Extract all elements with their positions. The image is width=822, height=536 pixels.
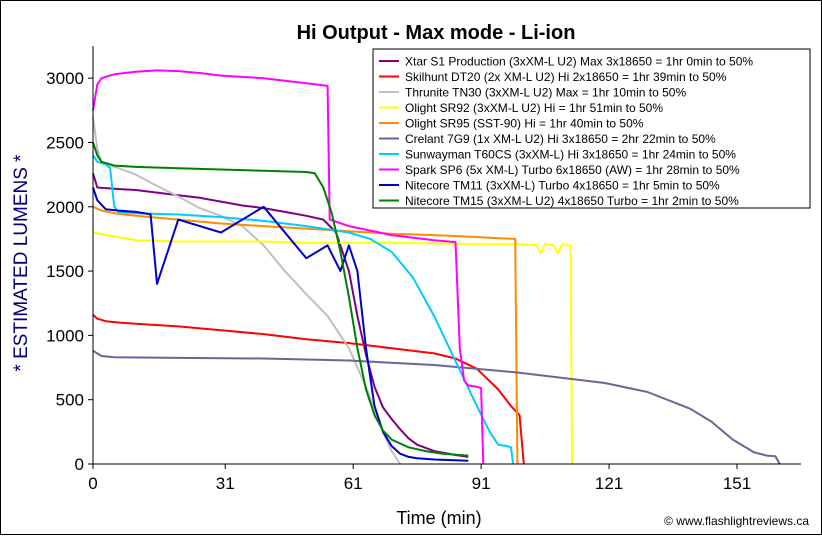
legend-label: Crelant 7G9 (1x XM-L U2) Hi 3x18650 = 2h… [405,132,716,146]
y-tick-label: 2500 [46,133,84,152]
y-tick-label: 0 [75,455,84,474]
legend-box [372,48,811,209]
series-line-10 [92,142,469,457]
x-tick-label: 61 [344,474,363,493]
series-line-5 [92,205,519,465]
legend-label: Sunwayman T60CS (3xXM-L) Hi 3x18650 = 1h… [405,148,736,162]
series-layer [92,69,781,465]
x-tick-label: 91 [472,474,491,493]
chart-title: Hi Output - Max mode - Li-ion [297,22,576,44]
x-tick-label: 31 [216,474,235,493]
legend-label: Thrunite TN30 (3xXM-L U2) Max = 1hr 10mi… [405,86,686,100]
credit-text: © www.flashlightreviews.ca [664,514,809,528]
legend-label: Olight SR95 (SST-90) Hi = 1hr 40min to 5… [405,117,644,131]
legend: Xtar S1 Production (3xXM-L U2) Max 3x186… [372,48,811,209]
legend-label: Nitecore TM15 (3xXM-L U2) 4x18650 Turbo … [405,194,739,208]
series-line-6 [92,349,781,465]
series-line-2 [92,314,525,465]
legend-label: Xtar S1 Production (3xXM-L U2) Max 3x186… [405,55,753,69]
legend-label: Spark SP6 (5x XM-L) Turbo 6x18650 (AW) =… [405,163,740,177]
series-line-8 [92,69,485,465]
y-tick-label: 3000 [46,69,84,88]
y-ticks: 0 500 1000 1500 2000 2500 3000 [46,69,93,474]
legend-label: Olight SR92 (3xXM-L U2) Hi = 1hr 51min t… [405,101,663,115]
x-axis-title: Time (min) [396,508,481,528]
y-axis-title: * ESTIMATED LUMENS * [11,154,32,372]
x-tick-label: 151 [723,474,751,493]
y-tick-label: 1000 [46,326,84,345]
y-tick-label: 2000 [46,198,84,217]
x-ticks: 0 31 61 91 121 151 [88,464,751,493]
legend-label: Nitecore TM11 (3xXM-L) Turbo 4x18650 = 1… [405,179,720,193]
y-tick-label: 500 [56,391,84,410]
series-line-9 [92,187,469,462]
y-tick-label: 1500 [46,262,84,281]
x-tick-label: 121 [595,474,623,493]
legend-label: Skilhunt DT20 (2x XM-L U2) Hi 2x18650 = … [405,70,727,84]
series-line-4 [92,231,573,465]
series-line-7 [92,154,515,465]
series-line-1 [92,173,469,458]
x-tick-label: 0 [88,474,97,493]
